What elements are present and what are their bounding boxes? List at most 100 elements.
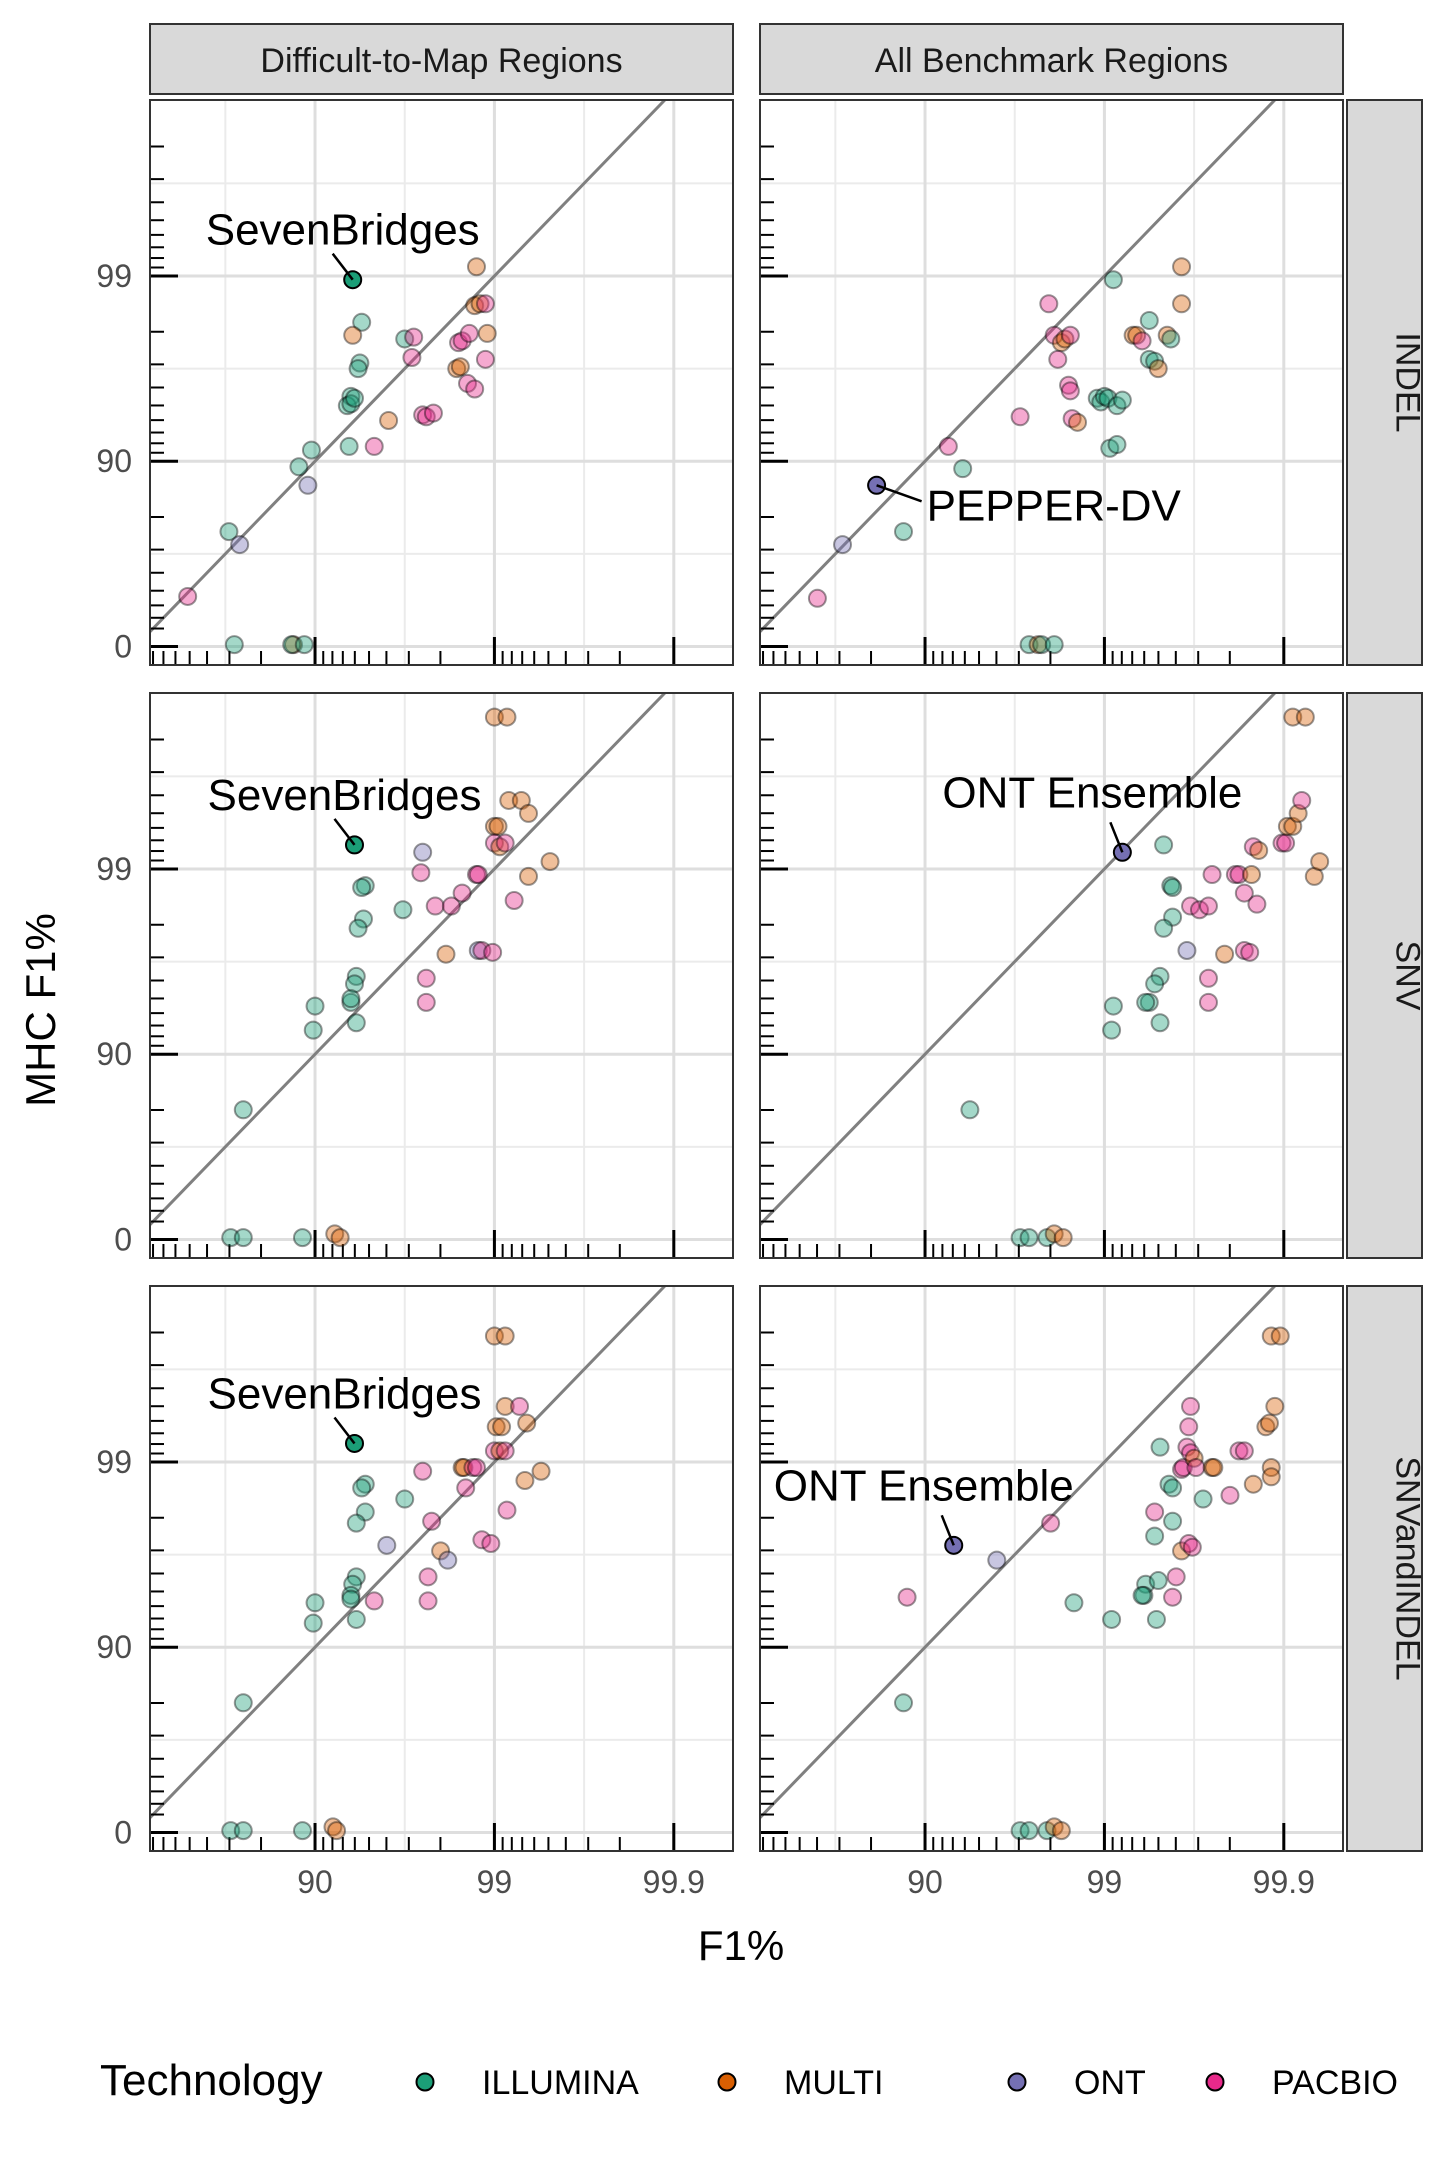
point-multi bbox=[484, 707, 504, 727]
point-pacbio bbox=[416, 992, 436, 1012]
point-pacbio bbox=[418, 1591, 438, 1611]
facet-strip-row-label: SNVandINDEL bbox=[1389, 1456, 1427, 1680]
point-pacbio bbox=[1220, 1485, 1240, 1505]
point-pacbio bbox=[483, 942, 503, 962]
annotation-leader bbox=[876, 484, 923, 503]
point-illumina bbox=[221, 1228, 241, 1248]
point-multi bbox=[495, 1396, 515, 1416]
point-multi bbox=[490, 1441, 510, 1461]
point-illumina bbox=[341, 1585, 361, 1605]
point-multi bbox=[486, 1417, 506, 1437]
point-illumina bbox=[1145, 1526, 1165, 1546]
point-multi bbox=[1259, 1413, 1279, 1433]
point-multi bbox=[325, 1224, 345, 1244]
identity-line bbox=[760, 693, 1276, 1226]
point-pacbio bbox=[468, 865, 488, 885]
point-multi bbox=[1261, 1458, 1281, 1478]
point-pacbio bbox=[1229, 865, 1249, 885]
point-ont bbox=[298, 475, 318, 495]
point-multi bbox=[447, 359, 467, 379]
x-tick-label: 99.9 bbox=[643, 1864, 705, 1900]
point-pacbio bbox=[1225, 865, 1245, 885]
x-tick-label: 90 bbox=[297, 1864, 333, 1900]
panel-border bbox=[759, 692, 1344, 1259]
point-illumina bbox=[282, 635, 302, 655]
point-illumina bbox=[1044, 635, 1064, 655]
point-multi bbox=[1256, 1417, 1276, 1437]
point-pacbio bbox=[484, 1441, 504, 1461]
point-multi bbox=[477, 323, 497, 343]
point-illumina bbox=[352, 1478, 372, 1498]
point-pacbio bbox=[1166, 1567, 1186, 1587]
point-pacbio bbox=[1173, 1458, 1193, 1478]
identity-line bbox=[150, 100, 666, 633]
point-multi bbox=[1028, 635, 1048, 655]
point-multi bbox=[499, 790, 519, 810]
point-illumina bbox=[352, 312, 372, 332]
point-illumina bbox=[224, 635, 244, 655]
point-illumina bbox=[1037, 1228, 1057, 1248]
axes-layer: 0 90 99 0 90 99 0 90 99 90 99 99.9 90 99 99.9 bbox=[96, 258, 1315, 1900]
point-illumina bbox=[221, 1821, 241, 1841]
point-illumina bbox=[337, 396, 357, 416]
point-pacbio bbox=[497, 1500, 517, 1520]
point-pacbio bbox=[1189, 900, 1209, 920]
point-illumina bbox=[341, 394, 361, 414]
point-illumina bbox=[341, 992, 361, 1012]
point-multi bbox=[490, 837, 510, 857]
point-multi bbox=[284, 635, 304, 655]
annotation-label: SevenBridges bbox=[208, 1369, 482, 1418]
annotation-label: ONT Ensemble bbox=[942, 768, 1242, 817]
point-illumina bbox=[1150, 1437, 1170, 1457]
point-illumina bbox=[894, 1693, 914, 1713]
point-illumina bbox=[344, 974, 364, 994]
panel-background bbox=[760, 1286, 1343, 1851]
point-pacbio bbox=[1276, 833, 1296, 853]
point-illumina bbox=[894, 522, 914, 542]
point-illumina bbox=[305, 1593, 325, 1613]
point-pacbio bbox=[1060, 325, 1080, 345]
facet-strip-row bbox=[1346, 692, 1423, 1259]
point-illumina bbox=[1103, 270, 1123, 290]
y-tick-label: 0 bbox=[114, 1814, 132, 1850]
point-illumina bbox=[1103, 996, 1123, 1016]
point-illumina bbox=[343, 1574, 363, 1594]
point-multi bbox=[1184, 1448, 1204, 1468]
annotation-leader bbox=[333, 818, 356, 846]
point-multi bbox=[1051, 333, 1071, 353]
point-pacbio bbox=[472, 1530, 492, 1550]
point-pacbio bbox=[1198, 992, 1218, 1012]
y-tick-label: 99 bbox=[96, 851, 132, 887]
facet-strip-row bbox=[1346, 1285, 1423, 1852]
point-illumina bbox=[1145, 974, 1165, 994]
point-illumina bbox=[1161, 329, 1181, 349]
panel-snvandindel-difficult: SevenBridges bbox=[149, 1285, 734, 1852]
panel-background bbox=[150, 1286, 733, 1851]
point-illumina bbox=[1139, 349, 1159, 369]
point-multi bbox=[343, 325, 363, 345]
point-illumina bbox=[1094, 386, 1114, 406]
point-illumina bbox=[305, 996, 325, 1016]
y-tick-label: 90 bbox=[96, 1036, 132, 1072]
point-multi bbox=[519, 803, 539, 823]
point-pacbio bbox=[1198, 968, 1218, 988]
point-illumina bbox=[1146, 1609, 1166, 1629]
point-multi bbox=[1243, 1474, 1263, 1494]
point-multi bbox=[379, 410, 399, 430]
point-multi bbox=[1242, 865, 1262, 885]
legend-label-illumina: ILLUMINA bbox=[482, 2064, 639, 2102]
point-illumina bbox=[395, 329, 415, 349]
point-illumina bbox=[1139, 992, 1159, 1012]
point-multi bbox=[1215, 944, 1235, 964]
facet-strip-row-label: SNV bbox=[1389, 941, 1427, 1011]
point-multi bbox=[519, 866, 539, 886]
panel-snvandindel-all: ONT Ensemble bbox=[759, 1285, 1344, 1852]
point-pacbio bbox=[364, 1591, 384, 1611]
point-pacbio bbox=[484, 833, 504, 853]
point-multi bbox=[1127, 325, 1147, 345]
point-illumina bbox=[346, 1567, 366, 1587]
legend-key-illumina bbox=[415, 2072, 435, 2092]
point-multi bbox=[454, 1458, 474, 1478]
point-pacbio bbox=[422, 1511, 442, 1531]
point-multi bbox=[1202, 1458, 1222, 1478]
